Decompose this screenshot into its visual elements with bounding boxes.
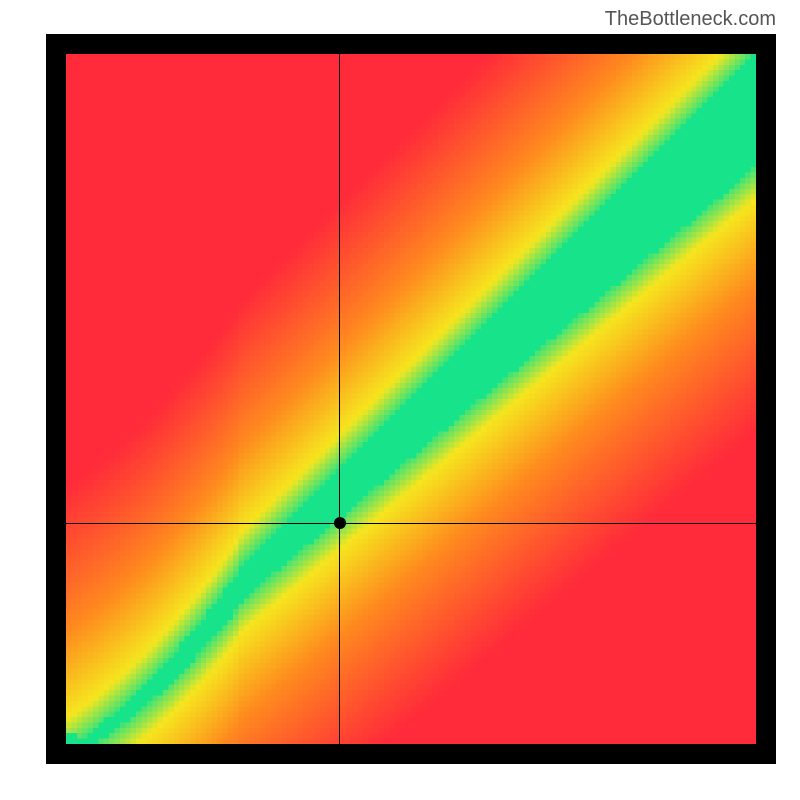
heatmap-container [66,54,756,744]
watermark-text: TheBottleneck.com [605,8,776,31]
crosshair-vertical-line [339,54,340,744]
crosshair-horizontal-line [66,523,756,524]
heatmap-canvas [66,54,756,744]
